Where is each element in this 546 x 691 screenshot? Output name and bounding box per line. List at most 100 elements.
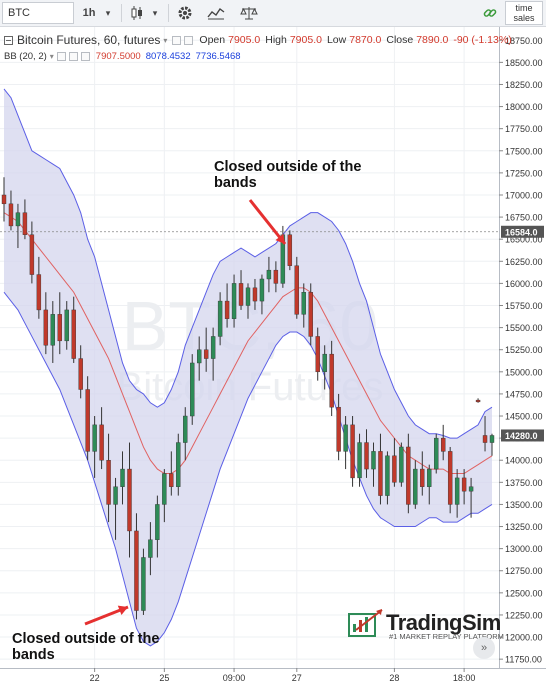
candle-body: [461, 477, 467, 492]
price-axis-label: 12000.00: [505, 633, 543, 643]
time-sales-button[interactable]: time sales: [505, 1, 543, 25]
candle-body: [259, 278, 265, 302]
chart-type-caret-icon[interactable]: ▾: [152, 7, 158, 18]
candle-body: [413, 468, 418, 505]
price-axis-label: 17750.00: [505, 124, 543, 134]
price-axis-label: 17500.00: [505, 146, 543, 156]
candle-body: [238, 283, 244, 306]
candle-body: [71, 309, 76, 359]
price-axis-label: 18250.00: [505, 80, 543, 90]
time-axis-bg: [0, 668, 546, 691]
candle-body: [43, 309, 49, 346]
candle-body: [15, 212, 21, 227]
price-axis-label: 13500.00: [505, 500, 543, 510]
candle-body: [350, 424, 355, 479]
interval-caret-icon[interactable]: ▾: [105, 7, 111, 18]
candle-body: [308, 292, 313, 337]
candle-body: [120, 468, 125, 487]
candle-body: [22, 212, 28, 235]
candle-body: [371, 451, 376, 470]
price-tag-last-bg: [501, 429, 544, 442]
candlestick-icon[interactable]: [127, 2, 147, 24]
eye-icon[interactable]: [56, 52, 66, 61]
main-series-legend: Bitcoin Futures, 60, futures ▾ Open 7905…: [4, 33, 512, 47]
candle-body: [245, 287, 251, 306]
price-axis-label: 18750.00: [505, 36, 543, 46]
candle-body: [162, 473, 167, 505]
price-axis-label: 16000.00: [505, 279, 543, 289]
price-tag-dotted-bg: [501, 225, 544, 238]
bb-caret-icon[interactable]: ▾: [49, 52, 54, 61]
candle-body: [176, 442, 181, 487]
candle-body: [231, 283, 237, 319]
bb-title: BB (20, 2): [4, 51, 47, 62]
candle-body: [434, 437, 439, 470]
price-axis-label: 18000.00: [505, 102, 543, 112]
candle-body: [190, 362, 195, 417]
time-sales-label-2: sales: [513, 13, 535, 23]
candle-body: [57, 314, 62, 342]
open-label: Open: [199, 34, 226, 46]
low-value: 7870.0: [349, 34, 382, 46]
candle-body: [454, 477, 460, 505]
series-caret-icon[interactable]: ▾: [163, 35, 168, 45]
collapse-icon[interactable]: [4, 35, 13, 45]
price-axis-label: 16750.00: [505, 213, 543, 223]
indicators-icon[interactable]: [205, 2, 227, 24]
annotation-bottom: Closed outside of the bands: [12, 631, 159, 663]
price-tag-dotted: 16584.0: [505, 227, 538, 237]
time-axis-label: 25: [159, 673, 169, 683]
candle-body: [113, 486, 118, 505]
low-label: Low: [326, 34, 347, 46]
annotation-top-line1: Closed outside of the: [214, 159, 362, 175]
candle-body: [392, 455, 397, 483]
candle-body: [427, 468, 432, 487]
candle-body: [420, 468, 425, 487]
bollinger-lower-line: [3, 291, 493, 647]
price-axis-label: 14750.00: [505, 389, 543, 399]
bb-lower-value: 7736.5468: [195, 51, 241, 62]
link-icon[interactable]: [481, 2, 499, 24]
time-axis-label: 09:00: [223, 673, 246, 683]
candle-body: [385, 455, 390, 496]
toolbar-divider: [121, 4, 122, 22]
scroll-to-realtime-button[interactable]: »: [473, 637, 495, 659]
price-axis-label: 12250.00: [505, 610, 543, 620]
annotation-top-arrow: [248, 199, 287, 245]
candle-body: [357, 442, 362, 479]
price-axis-bg: [499, 27, 546, 691]
price-axis-label: 12750.00: [505, 566, 543, 576]
eye-icon[interactable]: [172, 35, 182, 45]
time-axis-label: 22: [90, 673, 100, 683]
candle-body: [217, 300, 223, 337]
compare-scales-icon[interactable]: [238, 2, 260, 24]
candle-body: [266, 269, 272, 280]
candle-body: [315, 336, 320, 373]
candle-body: [447, 451, 453, 505]
candle-body: [92, 424, 97, 452]
close-label: Close: [386, 34, 414, 46]
high-label: High: [265, 34, 287, 46]
candle-body: [336, 406, 341, 452]
symbol-search-input[interactable]: [2, 2, 74, 24]
price-axis-label: 13000.00: [505, 544, 543, 554]
price-axis-label: 15000.00: [505, 367, 543, 377]
settings-small-icon[interactable]: [184, 35, 194, 45]
tradingsim-logo: TradingSim #1 MARKET REPLAY PLATFORM: [348, 608, 504, 641]
price-axis-label: 15250.00: [505, 345, 543, 355]
candle-body: [29, 234, 35, 275]
gear-icon[interactable]: [174, 2, 196, 24]
bb-upper-value: 8078.4532: [145, 51, 191, 62]
candle-body: [169, 473, 174, 487]
candle-body: [141, 557, 146, 611]
chart-toolbar: 1h ▾ ▾ time sales: [0, 0, 546, 27]
bollinger-upper-line: [3, 88, 493, 439]
price-axis-label: 15750.00: [505, 301, 543, 311]
settings-small-icon[interactable]: [68, 52, 78, 61]
candle-body: [343, 424, 348, 452]
bollinger-band-fill: [4, 88, 492, 646]
close-icon[interactable]: [80, 52, 90, 61]
bollinger-middle-line: [3, 212, 493, 474]
interval-button[interactable]: 1h: [82, 7, 96, 19]
